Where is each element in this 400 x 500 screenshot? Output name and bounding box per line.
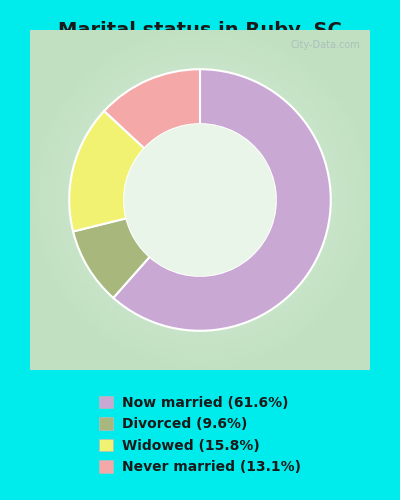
Text: Marital status in Ruby, SC: Marital status in Ruby, SC (58, 20, 342, 40)
Circle shape (124, 124, 276, 276)
Wedge shape (69, 111, 144, 232)
Wedge shape (73, 218, 150, 298)
Text: City-Data.com: City-Data.com (290, 40, 360, 50)
Wedge shape (113, 69, 331, 331)
Wedge shape (104, 69, 200, 148)
Legend: Now married (61.6%), Divorced (9.6%), Widowed (15.8%), Never married (13.1%): Now married (61.6%), Divorced (9.6%), Wi… (99, 396, 301, 474)
